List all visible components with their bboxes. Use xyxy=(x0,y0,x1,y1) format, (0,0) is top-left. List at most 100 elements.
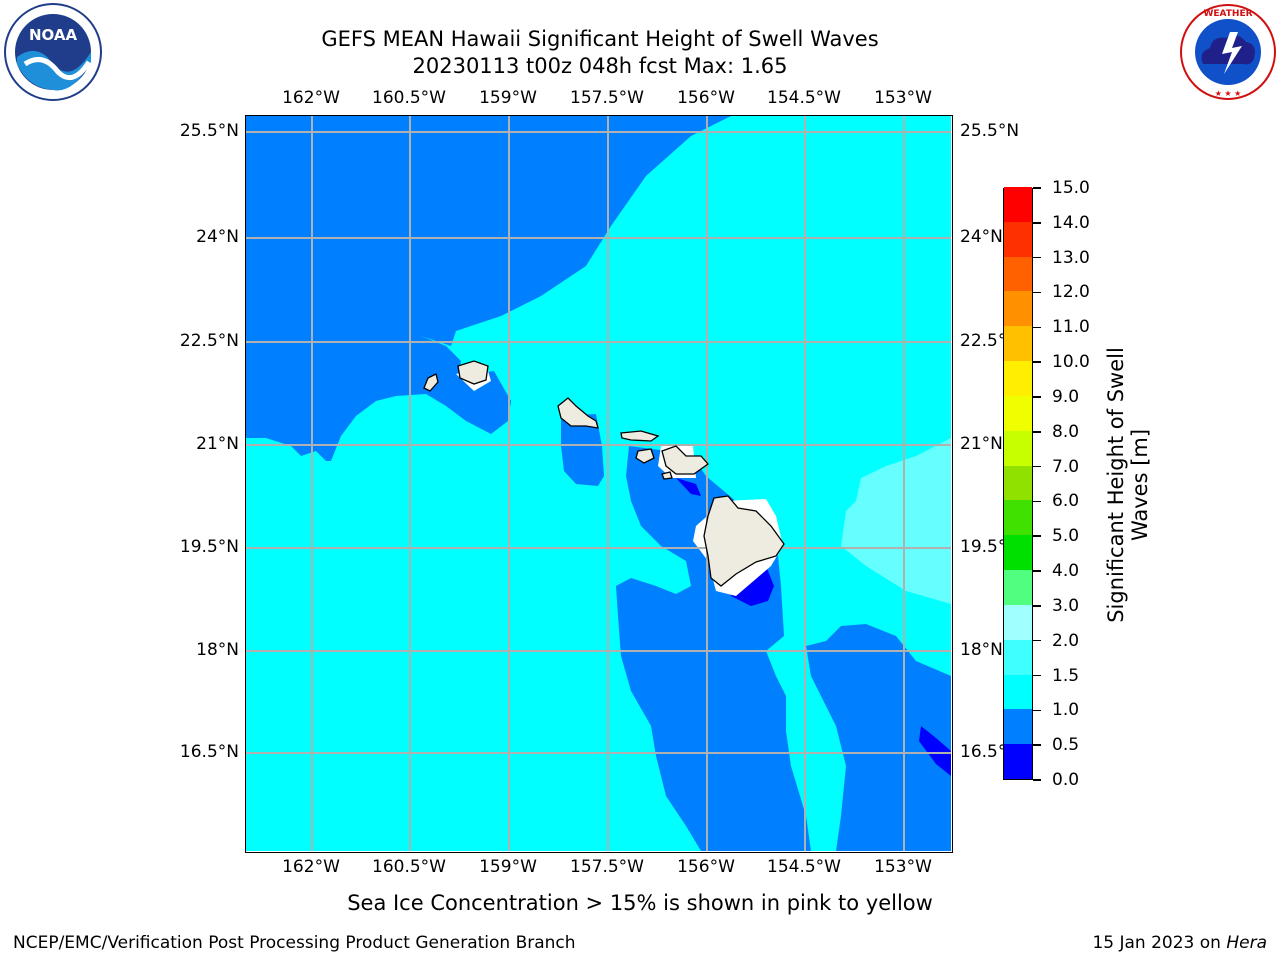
colorbar-tick-mark xyxy=(1033,674,1041,677)
swell-band-0.5-1.0-southeast xyxy=(806,624,951,851)
colorbar-segment xyxy=(1004,256,1032,292)
swell-band-0-0.5-maui-lee xyxy=(676,478,701,496)
colorbar-segment xyxy=(1004,604,1032,640)
lon-label-bottom: 162°W xyxy=(282,857,340,877)
colorbar-segment xyxy=(1004,743,1032,779)
lat-label-left: 19.5°N xyxy=(179,537,239,557)
lat-label-right: 21°N xyxy=(960,434,1003,454)
swell-band-1.5-2.0-east xyxy=(841,438,951,604)
colorbar-tick-mark xyxy=(1033,605,1041,607)
colorbar-segment xyxy=(1004,569,1032,605)
island-maui xyxy=(661,445,709,475)
colorbar-tick-mark xyxy=(1033,326,1041,329)
colorbar-tick-mark xyxy=(1033,709,1041,712)
colorbar-segment xyxy=(1004,674,1032,710)
lat-label-left: 24°N xyxy=(196,227,239,247)
colorbar-tick-label: 9.0 xyxy=(1052,386,1080,407)
lon-label-top: 154.5°W xyxy=(767,88,841,108)
colorbar-tick-label: 3.0 xyxy=(1052,595,1080,616)
colorbar-segment xyxy=(1004,186,1032,222)
colorbar-segment xyxy=(1004,708,1032,745)
colorbar-tick-mark xyxy=(1033,744,1041,746)
lon-label-bottom: 154.5°W xyxy=(767,857,841,877)
grid-lines xyxy=(246,116,951,851)
footer-date: 15 Jan 2023 on Hera xyxy=(1092,933,1267,953)
colorbar-segment xyxy=(1004,465,1032,501)
colorbar-tick-mark xyxy=(1033,535,1041,537)
colorbar-segment xyxy=(1004,221,1032,257)
lat-label-right: 25.5°N xyxy=(960,121,1020,141)
swell-band-0.5-1.0-northwest xyxy=(246,116,731,461)
colorbar-tick-label: 12.0 xyxy=(1052,282,1090,303)
colorbar-tick-label: 10.0 xyxy=(1052,352,1090,373)
colorbar-tick-mark xyxy=(1033,256,1041,259)
colorbar-tick-label: 5.0 xyxy=(1052,526,1080,547)
lat-label-left: 22.5°N xyxy=(179,331,239,351)
lon-label-top: 159°W xyxy=(479,88,537,108)
colorbar-tick-mark xyxy=(1033,222,1041,224)
lon-label-top: 162°W xyxy=(282,88,340,108)
colorbar-tick-label: 14.0 xyxy=(1052,212,1090,233)
swell-band-0-0.5-southeast-corner xyxy=(919,726,951,776)
lon-label-bottom: 153°W xyxy=(874,857,932,877)
colorbar-segment xyxy=(1004,360,1032,396)
lat-label-left: 16.5°N xyxy=(179,742,239,762)
colorbar-tick-mark xyxy=(1033,291,1041,294)
nws-logo: WEATHER ★ ★ ★ xyxy=(1178,2,1278,102)
colorbar-tick-label: 1.5 xyxy=(1052,665,1080,686)
colorbar xyxy=(1003,186,1033,780)
lon-label-top: 156°W xyxy=(677,88,735,108)
chart-title: GEFS MEAN Hawaii Significant Height of S… xyxy=(321,27,879,51)
colorbar-tick-mark xyxy=(1033,639,1041,642)
colorbar-tick-label: 2.0 xyxy=(1052,630,1080,651)
colorbar-tick-label: 0.5 xyxy=(1052,735,1080,756)
island-oahu xyxy=(557,397,599,429)
lat-label-left: 25.5°N xyxy=(179,121,239,141)
colorbar-segment xyxy=(1004,290,1032,327)
colorbar-tick-label: 0.0 xyxy=(1052,770,1080,790)
colorbar-segment xyxy=(1004,325,1032,362)
island-kauai xyxy=(457,360,489,385)
lat-label-left: 21°N xyxy=(196,434,239,454)
svg-text:★ ★ ★: ★ ★ ★ xyxy=(1215,89,1242,98)
lon-label-top: 160.5°W xyxy=(372,88,446,108)
svg-text:NOAA: NOAA xyxy=(29,26,78,44)
colorbar-tick-label: 13.0 xyxy=(1052,247,1090,268)
island-hawaii xyxy=(703,495,785,587)
colorbar-tick-mark xyxy=(1033,500,1041,503)
colorbar-segment xyxy=(1004,499,1032,536)
swell-band-0.5-1.0-oahu xyxy=(561,414,604,486)
colorbar-tick-label: 4.0 xyxy=(1052,561,1080,582)
island-molokai xyxy=(620,430,660,442)
colorbar-segment xyxy=(1004,430,1032,466)
colorbar-tick-label: 11.0 xyxy=(1052,317,1090,338)
colorbar-segment xyxy=(1004,534,1032,571)
lon-label-bottom: 159°W xyxy=(479,857,537,877)
colorbar-tick-label: 6.0 xyxy=(1052,491,1080,512)
svg-text:WEATHER: WEATHER xyxy=(1203,9,1252,19)
colorbar-tick-mark xyxy=(1033,187,1041,189)
lon-label-top: 153°W xyxy=(874,88,932,108)
colorbar-tick-label: 8.0 xyxy=(1052,421,1080,442)
lat-label-right: 24°N xyxy=(960,227,1003,247)
lon-label-bottom: 160.5°W xyxy=(372,857,446,877)
footer-credit: NCEP/EMC/Verification Post Processing Pr… xyxy=(13,933,576,953)
colorbar-segment xyxy=(1004,395,1032,431)
chart-subtitle-run: 20230113 t00z 048h fcst Max: 1.65 xyxy=(412,54,788,78)
colorbar-tick-label: 1.0 xyxy=(1052,700,1080,721)
colorbar-tick-mark xyxy=(1033,465,1041,468)
colorbar-tick-mark xyxy=(1033,396,1041,398)
colorbar-label: Significant Height of Swell Waves [m] xyxy=(1103,347,1152,623)
colorbar-tick-label: 7.0 xyxy=(1052,456,1080,477)
colorbar-segment xyxy=(1004,639,1032,675)
colorbar-tick-mark xyxy=(1033,779,1041,781)
colorbar-tick-mark xyxy=(1033,431,1041,433)
colorbar-tick-mark xyxy=(1033,570,1041,572)
lat-label-right: 18°N xyxy=(960,640,1003,660)
swell-height-map xyxy=(245,115,953,853)
colorbar-tick-label: 15.0 xyxy=(1052,178,1090,198)
island-lanai xyxy=(635,448,655,464)
island-niihau xyxy=(423,373,439,392)
noaa-logo: NOAA xyxy=(3,2,103,102)
island-kahoolawe xyxy=(661,471,673,480)
